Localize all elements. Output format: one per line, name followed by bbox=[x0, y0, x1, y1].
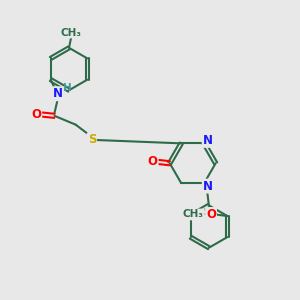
Text: N: N bbox=[203, 180, 213, 193]
Text: CH₃: CH₃ bbox=[183, 209, 204, 220]
Text: CH₃: CH₃ bbox=[61, 28, 82, 38]
Text: N: N bbox=[203, 134, 213, 147]
Text: S: S bbox=[88, 134, 96, 146]
Text: N: N bbox=[53, 87, 63, 100]
Text: O: O bbox=[206, 208, 216, 221]
Text: H: H bbox=[63, 83, 72, 94]
Text: O: O bbox=[148, 155, 158, 168]
Text: O: O bbox=[31, 108, 41, 121]
